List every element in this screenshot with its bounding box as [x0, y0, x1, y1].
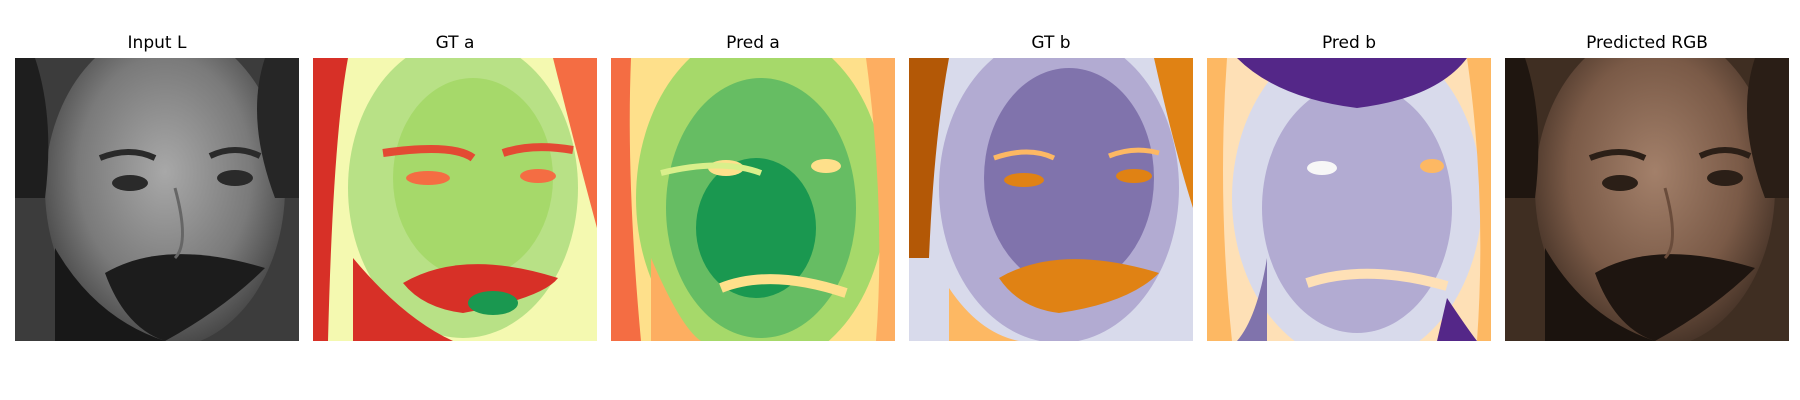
panel-gt-a: GT a — [313, 0, 597, 400]
gt-a-heatmap — [313, 58, 597, 341]
face-image-colorized — [1505, 58, 1789, 341]
panel-title-gt-a: GT a — [435, 33, 475, 53]
panel-pred-a: Pred a — [611, 0, 895, 400]
pred-a-heatmap — [611, 58, 895, 341]
panel-title-pred-a: Pred a — [726, 33, 780, 53]
face-image-grayscale — [15, 58, 299, 341]
gt-b-heatmap — [909, 58, 1193, 341]
pred-b-heatmap — [1207, 58, 1491, 341]
panel-pred-b: Pred b — [1207, 0, 1491, 400]
panel-predicted-rgb: Predicted RGB — [1505, 0, 1789, 400]
panel-title-predicted-rgb: Predicted RGB — [1586, 33, 1708, 53]
panel-title-pred-b: Pred b — [1321, 33, 1376, 53]
panel-title-gt-b: GT b — [1031, 33, 1071, 53]
panel-input-l: Input L — [15, 0, 299, 400]
panel-gt-b: GT b — [909, 0, 1193, 400]
panel-title-input-l: Input L — [127, 33, 187, 53]
